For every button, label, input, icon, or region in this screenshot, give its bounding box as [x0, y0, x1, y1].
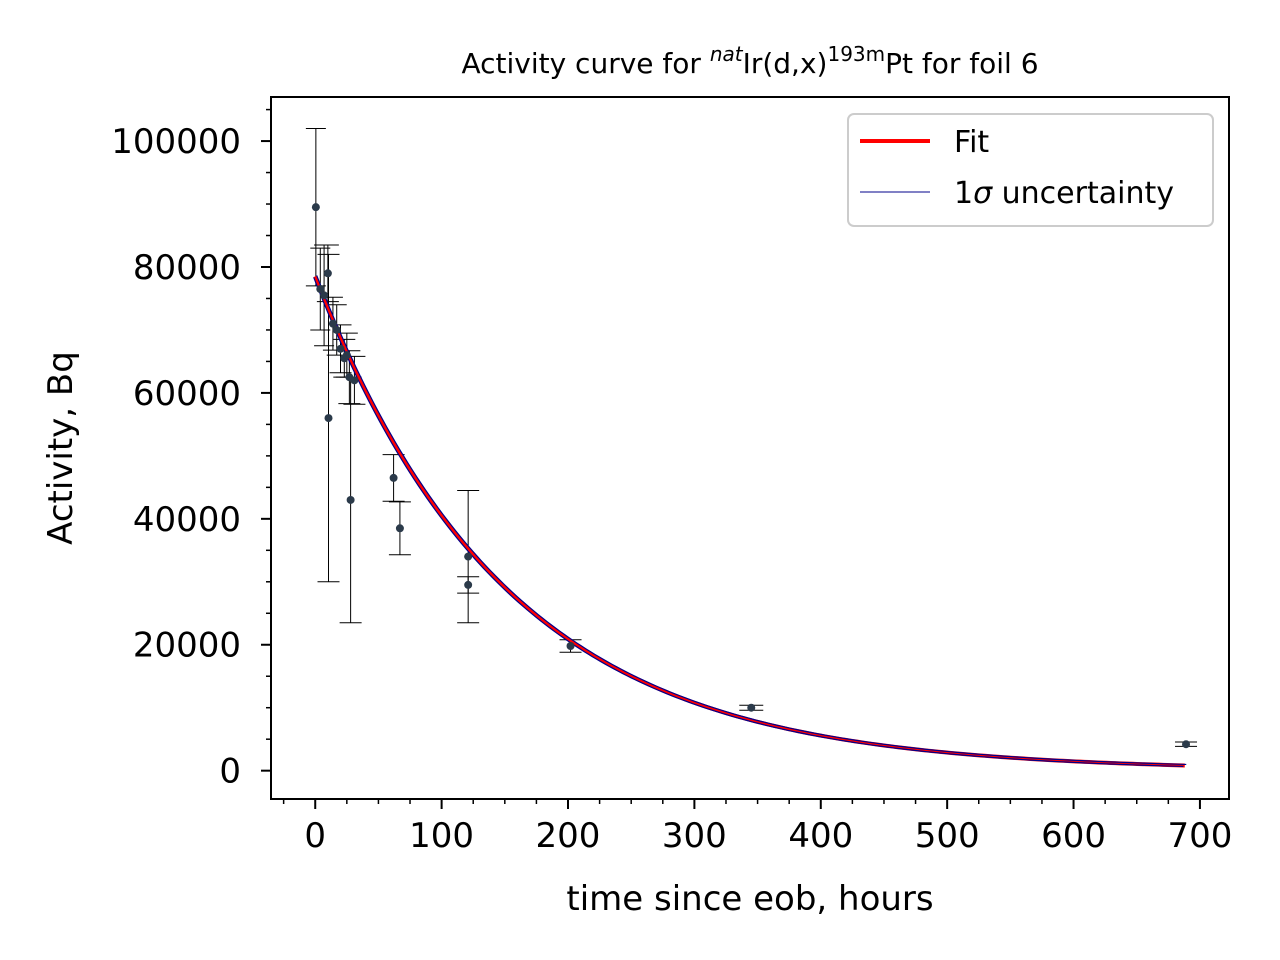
legend: Fit 1σ uncertainty [847, 113, 1214, 227]
y-axis-label: Activity, Bq [41, 351, 81, 545]
y-tick-label: 80000 [133, 248, 241, 288]
fit-curve [313, 275, 1185, 768]
x-tick-label: 300 [662, 816, 727, 856]
x-axis-label: time since eob, hours [566, 879, 933, 919]
data-point [464, 580, 473, 589]
data-point [328, 319, 337, 328]
data-point [346, 495, 355, 504]
y-tick-label: 100000 [111, 122, 241, 162]
plot-area [305, 127, 1198, 768]
data-point [311, 203, 320, 212]
x-tick-label: 100 [409, 816, 474, 856]
x-tick-label: 600 [1041, 816, 1106, 856]
y-tick-label: 40000 [133, 500, 241, 540]
data-point [464, 552, 473, 561]
data-point [316, 285, 325, 294]
uncertainty-lower-line [313, 277, 1184, 768]
x-tick-label: 400 [788, 816, 853, 856]
chart-title: Activity curve for natIr(d,x)193mPt for … [461, 42, 1038, 80]
y-tick-label: 60000 [133, 374, 241, 414]
x-tick-label: 700 [1167, 816, 1232, 856]
y-tick-label: 20000 [133, 626, 241, 666]
legend-box [847, 113, 1214, 227]
legend-uncertainty-label: 1σ uncertainty [954, 176, 1174, 211]
uncertainty-upper-line [316, 275, 1187, 766]
data-point [323, 269, 332, 278]
y-axis: 0 20000 40000 60000 80000 100000 [111, 108, 271, 792]
data-point [389, 473, 398, 482]
data-point [320, 291, 329, 300]
data-point [350, 376, 359, 385]
data-point [332, 325, 341, 334]
data-point [324, 414, 333, 423]
data-point [1182, 740, 1191, 749]
x-axis: 0 100 200 300 400 500 600 700 [282, 799, 1232, 856]
data-point [566, 642, 575, 651]
axes-frame [270, 96, 1230, 800]
data-point [395, 524, 404, 533]
legend-fit-label: Fit [954, 125, 989, 160]
data-point [336, 344, 345, 353]
x-tick-label: 500 [915, 816, 980, 856]
x-tick-label: 0 [304, 816, 326, 856]
data-point [342, 351, 351, 360]
y-tick-label: 0 [219, 752, 241, 792]
data-point [747, 703, 756, 712]
x-tick-label: 200 [536, 816, 601, 856]
